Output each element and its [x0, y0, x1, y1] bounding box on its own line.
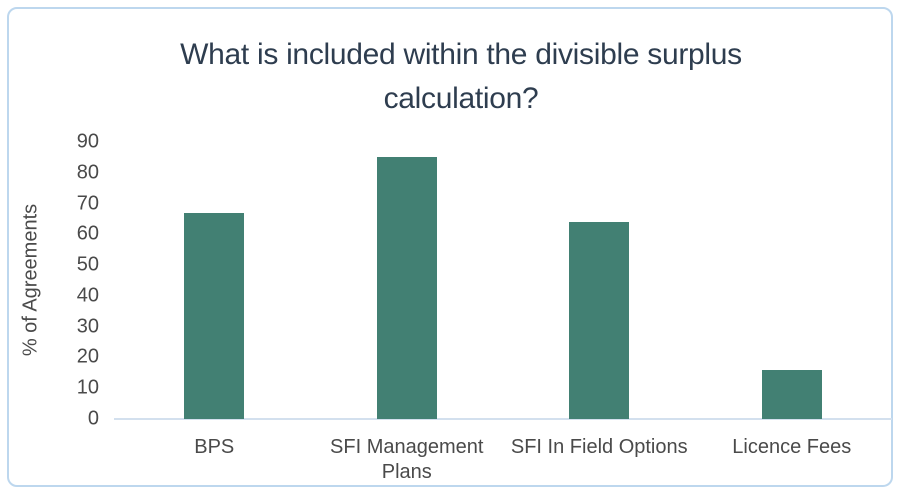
y-tick-30: 30	[76, 315, 99, 338]
bar-slot-bps	[118, 142, 311, 419]
y-tick-70: 70	[76, 192, 99, 215]
bar-licence-fees	[761, 369, 822, 419]
chart-title: What is included within the divisible su…	[180, 38, 742, 115]
y-tick-0: 0	[87, 407, 99, 430]
y-axis-ticks: 90 80 70 60 50 40 30 20 10 0	[64, 131, 104, 430]
y-tick-20: 20	[76, 345, 99, 368]
bar-slot-licence-fees	[696, 142, 889, 419]
bar-slot-sfi-management-plans	[311, 142, 504, 419]
y-tick-50: 50	[76, 253, 99, 276]
plot-area	[114, 142, 892, 420]
y-tick-90: 90	[76, 130, 99, 153]
bar-sfi-in-field-options	[569, 222, 630, 419]
x-axis-label-bps: BPS	[194, 436, 235, 458]
y-tick-60: 60	[76, 222, 99, 245]
y-tick-80: 80	[76, 161, 99, 184]
y-tick-10: 10	[76, 376, 99, 399]
x-axis-labels: BPS SFI Management Plans SFI In Field Opti…	[118, 435, 888, 485]
y-axis-title: % of Agreements	[19, 203, 42, 357]
y-tick-40: 40	[76, 284, 99, 307]
x-axis-label-sfi-management-plans: SFI Management Plans	[330, 436, 484, 483]
bar-sfi-management-plans	[376, 157, 437, 419]
bar-slot-sfi-in-field-options	[503, 142, 696, 419]
x-axis-line	[114, 418, 892, 420]
chart-frame: What is included within the divisible su…	[7, 7, 893, 487]
x-axis-label-licence-fees: Licence Fees	[732, 436, 852, 458]
bar-bps	[184, 212, 245, 419]
x-axis-label-sfi-in-field-options: SFI In Field Options	[510, 436, 688, 458]
